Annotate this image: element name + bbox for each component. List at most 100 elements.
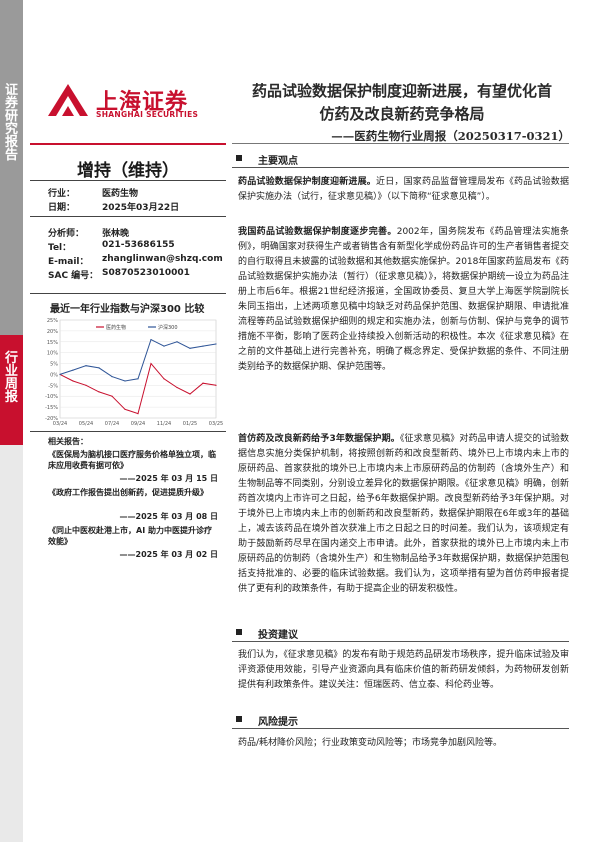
- sidebar-top-text: 证券研究报告: [4, 83, 18, 163]
- email-label: E-mail：: [48, 257, 89, 267]
- industry-label: 行业：: [48, 189, 76, 199]
- section-title-invest: 投资建议: [258, 630, 298, 641]
- logo-divider: [30, 143, 226, 145]
- chart-data-point: [215, 384, 217, 386]
- report-title-line2: 仿药及改良新药竞争格局: [319, 105, 485, 123]
- chart-data-point: [163, 378, 165, 380]
- paragraph-3-lead: 首仿药及改良新药给予3年数据保护期。: [238, 434, 400, 444]
- related-report-date: ——2025 年 03 月 08 日: [119, 512, 218, 521]
- sidebar-section-text: 行业周报: [4, 351, 18, 405]
- chart-y-tick-label: 5%: [50, 362, 58, 368]
- related-report-date: ——2025 年 03 月 02 日: [119, 550, 218, 559]
- chart-data-point: [176, 386, 178, 389]
- related-reports-heading: 相关报告：: [48, 437, 88, 446]
- info-divider: [30, 216, 226, 217]
- chart-data-point: [111, 376, 113, 378]
- chart-data-point: [189, 393, 191, 395]
- logo-name-cn: 上海证券: [96, 90, 189, 115]
- paragraph-1-text: 近日，国家药品监督管理局发布《药品试验数据保护实施办法（试行，征求意见稿）》（以…: [238, 177, 569, 202]
- report-subtitle: ——医药生物行业周报（20250317-0321）: [331, 129, 570, 143]
- section-divider: [232, 167, 569, 168]
- related-report-title[interactable]: 《政府工作报告提出创新药，促进提质升级》: [48, 488, 208, 497]
- analyst-value: 张林晚: [102, 229, 130, 239]
- chart-plot-area: [59, 319, 217, 419]
- chart-data-point: [72, 369, 74, 371]
- tel-label: Tel：: [48, 243, 72, 253]
- chart-y-tick-label: 20%: [47, 329, 58, 335]
- related-report-title[interactable]: 《同止中医权赴港上市，AI 助力中医提升诊疗效能》: [48, 526, 212, 546]
- section-title-main: 主要观点: [258, 156, 298, 167]
- chart-x-tick-label: 11/24: [157, 421, 171, 427]
- paragraph-2: 我国药品试验数据保护制度逐步完善。2002年，国务院发布《药品管理法实施条例》，…: [238, 225, 569, 423]
- analyst-label: 分析师：: [48, 229, 85, 239]
- chart-data-point: [215, 343, 217, 345]
- title-divider: [232, 143, 569, 144]
- chart-data-point: [59, 373, 61, 376]
- chart-y-tick-label: 25%: [47, 318, 58, 324]
- chart-y-tick-label: -5%: [48, 383, 58, 389]
- section-divider: [232, 641, 569, 642]
- related-report-date: ——2025 年 03 月 15 日: [119, 474, 218, 483]
- related-report-title[interactable]: 《医保局为脑机接口医疗服务价格单独立项，临床应用收费有据可依》: [48, 450, 216, 470]
- industry-value: 医药生物: [102, 189, 139, 199]
- chart-x-tick-label: 09/24: [131, 421, 145, 427]
- section-divider: [232, 728, 569, 729]
- chart-data-point: [189, 347, 191, 349]
- sac-value: S0870523010001: [102, 268, 190, 278]
- paragraph-1: 药品试验数据保护制度迎新进展。近日，国家药品监督管理局发布《药品试验数据保护实施…: [238, 175, 569, 219]
- email-value[interactable]: zhanglinwan@shzq.com: [102, 254, 223, 264]
- chart-data-point: [137, 378, 139, 380]
- section-title-risk: 风险提示: [258, 717, 298, 728]
- chart-x-tick-label: 03/25: [209, 421, 223, 427]
- chart-data-point: [202, 382, 204, 384]
- chart-bottom-divider: [30, 431, 226, 432]
- chart-y-tick-label: 10%: [47, 351, 58, 357]
- chart-y-tick-label: 15%: [47, 340, 58, 346]
- chart-data-point: [124, 408, 126, 410]
- rating: 增持（维持）: [77, 161, 179, 181]
- logo-name-en: SHANGHAI SECURITIES: [96, 110, 199, 119]
- section-bullet-icon: [236, 629, 242, 635]
- chart-data-point: [72, 380, 74, 382]
- chart-x-tick-label: 03/24: [53, 421, 67, 427]
- date-value: 2025年03月22日: [102, 203, 180, 213]
- chart-top-divider: [30, 293, 226, 294]
- chart-data-point: [176, 341, 178, 343]
- paragraph-2-text: 2002年，国务院发布《药品管理法实施条例》，明确国家对获得生产或者销售含有新型…: [238, 227, 569, 372]
- paragraph-3-text: 《征求意见稿》对药品申请人提交的试验数据信息实施分类保护机制，将按照创新药和改良…: [238, 434, 569, 594]
- report-title-line1: 药品试验数据保护制度迎新进展，有望优化首: [251, 82, 552, 100]
- chart-data-point: [98, 367, 100, 369]
- chart-data-point: [150, 339, 152, 341]
- chart-y-tick-label: 0%: [50, 372, 58, 378]
- chart-title: 最近一年行业指数与沪深300 比较: [50, 304, 205, 315]
- sidebar-section-band: [0, 335, 23, 445]
- chart-x-tick-label: 01/25: [183, 421, 197, 427]
- chart-data-point: [150, 362, 152, 365]
- chart-y-tick-label: -10%: [45, 394, 58, 400]
- paragraph-3: 首仿药及改良新药给予3年数据保护期。《征求意见稿》对药品申请人提交的试验数据信息…: [238, 432, 569, 610]
- chart-legend-label: 沪深300: [158, 324, 178, 331]
- paragraph-2-lead: 我国药品试验数据保护制度逐步完善。: [238, 227, 397, 237]
- chart-data-point: [163, 345, 165, 347]
- chart-x-tick-label: 05/24: [79, 421, 93, 427]
- section-bullet-icon: [236, 716, 242, 722]
- chart-data-point: [111, 395, 113, 397]
- index-comparison-chart: 25% 20% 15% 10% 5% 0% -5% -10% -15% -20%03/24 05/2…: [45, 318, 223, 427]
- chart-data-point: [85, 365, 87, 367]
- chart-data-point: [124, 380, 126, 382]
- section-bullet-icon: [236, 155, 242, 161]
- sidebar-top-band: [0, 0, 23, 335]
- tel-value: 021-53686155: [102, 240, 175, 250]
- chart-legend-label: 医药生物: [106, 324, 126, 331]
- chart-y-tick-label: -15%: [45, 405, 58, 411]
- sac-label: SAC 编号：: [48, 271, 99, 281]
- date-label: 日期：: [48, 203, 76, 213]
- chart-data-point: [202, 345, 204, 347]
- paragraph-5: 药品/耗材降价风险；行业政策变动风险等；市场竞争加剧风险等。: [238, 738, 503, 748]
- chart-y-tick-label: -20%: [45, 416, 58, 422]
- chart-data-point: [137, 413, 139, 415]
- paragraph-1-lead: 药品试验数据保护制度迎新进展。: [238, 177, 376, 187]
- sidebar-bottom-band: [0, 445, 23, 842]
- company-logo-icon: [48, 84, 88, 116]
- chart-data-point: [98, 391, 100, 393]
